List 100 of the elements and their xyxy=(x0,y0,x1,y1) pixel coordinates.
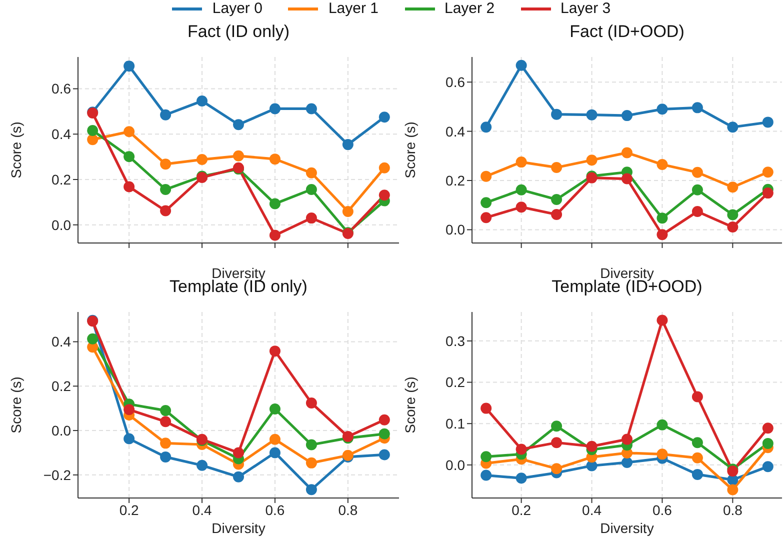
y-tick-label: 0.6 xyxy=(52,80,72,97)
legend-label: Layer 2 xyxy=(444,0,495,17)
legend-label: Layer 0 xyxy=(212,0,262,17)
point xyxy=(480,402,492,414)
y-axis-title: Score (s) xyxy=(8,122,24,178)
point xyxy=(87,333,98,344)
y-tick-label: 0.4 xyxy=(52,126,72,142)
y-axis-title: Score (s) xyxy=(402,376,418,434)
point xyxy=(160,405,172,416)
point xyxy=(306,212,317,224)
y-tick-label: 0.2 xyxy=(52,171,72,188)
point xyxy=(269,230,280,241)
point xyxy=(480,197,492,208)
point xyxy=(196,460,208,471)
y-tick-label: 0.6 xyxy=(446,74,466,90)
x-tick-label: 0.8 xyxy=(722,502,743,518)
point xyxy=(692,184,703,196)
point xyxy=(551,420,562,432)
point xyxy=(269,198,280,210)
point xyxy=(480,122,492,133)
point xyxy=(622,110,632,122)
point xyxy=(378,449,390,460)
point xyxy=(516,202,527,213)
point xyxy=(342,139,354,150)
y-tick-label: 0.1 xyxy=(446,416,466,432)
y-tick-label: 0.4 xyxy=(52,334,72,350)
x-axis-title: Diversity xyxy=(600,265,654,281)
point xyxy=(692,166,703,178)
point xyxy=(306,484,317,496)
point xyxy=(378,414,390,426)
point xyxy=(516,472,527,484)
point xyxy=(196,154,208,166)
y-tick-label: 0.2 xyxy=(446,374,466,390)
point xyxy=(727,182,738,193)
point xyxy=(551,108,562,120)
point xyxy=(269,154,280,165)
point xyxy=(480,212,492,224)
point xyxy=(762,461,774,472)
point xyxy=(622,173,632,184)
point xyxy=(762,166,774,178)
y-tick-label: 0.0 xyxy=(52,422,72,438)
y-tick-label: 0.0 xyxy=(52,216,72,233)
point xyxy=(551,194,562,205)
point xyxy=(233,471,244,482)
chart-title: Fact (ID+OOD) xyxy=(568,22,686,42)
point xyxy=(378,112,390,123)
point xyxy=(692,206,703,218)
point xyxy=(378,190,390,201)
point xyxy=(551,208,562,220)
y-tick-label: 0.2 xyxy=(52,378,72,394)
x-tick-label: 0.2 xyxy=(119,502,140,518)
y-tick-label: 0.4 xyxy=(446,123,466,140)
point xyxy=(269,403,280,414)
legend-label: Layer 1 xyxy=(328,0,378,17)
x-tick-label: 0.6 xyxy=(265,502,285,518)
point xyxy=(516,156,527,168)
x-tick-label: 0.4 xyxy=(192,502,212,518)
point xyxy=(160,109,172,120)
x-tick-label: 0.2 xyxy=(512,502,532,518)
point xyxy=(480,470,492,481)
point xyxy=(586,109,598,120)
y-axis-title: Score (s) xyxy=(402,122,418,178)
x-axis-title: Diversity xyxy=(212,520,266,536)
y-tick-label: −0.2 xyxy=(43,466,72,483)
point xyxy=(586,440,598,452)
point xyxy=(692,102,703,114)
point xyxy=(124,433,135,444)
legend-label: Layer 3 xyxy=(560,0,611,17)
point xyxy=(160,184,172,195)
point xyxy=(692,452,703,464)
point xyxy=(233,150,244,162)
point xyxy=(586,154,598,166)
y-tick-label: 0.0 xyxy=(446,456,466,473)
x-tick-label: 0.4 xyxy=(582,502,602,518)
point xyxy=(160,205,172,216)
point xyxy=(306,439,317,450)
point xyxy=(269,434,280,445)
point xyxy=(160,416,172,428)
point xyxy=(622,456,632,468)
point xyxy=(124,404,135,416)
point xyxy=(762,116,774,128)
point xyxy=(269,447,280,458)
point xyxy=(762,422,774,434)
point xyxy=(622,434,632,445)
point xyxy=(622,147,632,158)
point xyxy=(124,151,135,162)
point xyxy=(480,451,492,462)
point xyxy=(196,96,208,107)
point xyxy=(551,463,562,474)
point xyxy=(87,124,98,136)
x-tick-label: 0.8 xyxy=(338,502,358,518)
point xyxy=(656,314,668,326)
point xyxy=(656,419,668,430)
point xyxy=(656,104,668,115)
point xyxy=(762,188,774,199)
x-tick-label: 0.6 xyxy=(652,502,672,518)
point xyxy=(233,119,244,130)
y-tick-label: 0.0 xyxy=(446,222,466,238)
point xyxy=(480,170,492,182)
point xyxy=(762,438,774,449)
